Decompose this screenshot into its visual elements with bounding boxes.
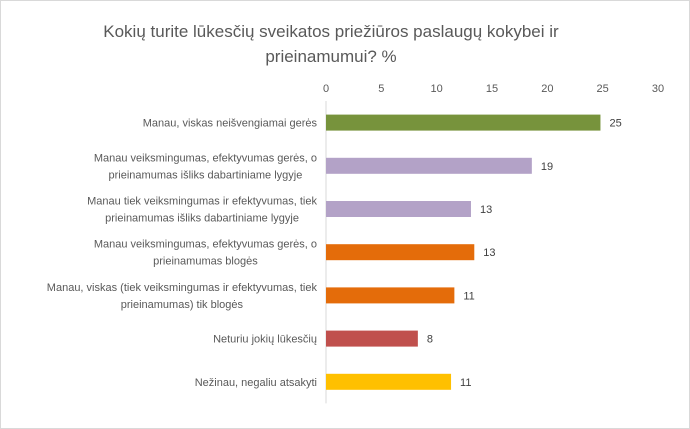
category-label: Nežinau, negaliu atsakyti (195, 377, 317, 389)
x-tick-label: 20 (541, 83, 553, 95)
category-label: Manau, viskas neišvengiamai gerės (143, 118, 318, 130)
category-label-line: prieinamumas išliks dabartiniame lygyje (105, 213, 299, 225)
data-label: 11 (460, 377, 471, 389)
category-label-line: prieinamumas blogės (153, 256, 258, 268)
bar (326, 287, 455, 304)
data-label: 13 (483, 247, 495, 259)
category-label-line: Manau veiksmingumas, efektyvumas gerės, … (94, 152, 317, 164)
category-label: Manau veiksmingumas, efektyvumas gerės, … (94, 239, 317, 268)
data-label: 19 (541, 161, 553, 173)
bar (326, 330, 418, 347)
category-label-line: Nežinau, negaliu atsakyti (195, 377, 317, 389)
x-tick-label: 5 (378, 83, 384, 95)
data-label: 8 (427, 334, 433, 346)
category-label-line: Manau veiksmingumas, efektyvumas gerės, … (94, 239, 317, 251)
x-tick-label: 15 (486, 83, 498, 95)
x-tick-label: 0 (323, 83, 329, 95)
x-tick-label: 25 (597, 83, 609, 95)
category-label: Manau veiksmingumas, efektyvumas gerės, … (94, 152, 317, 181)
data-label: 11 (463, 290, 474, 302)
x-tick-label: 10 (431, 83, 443, 95)
category-label-line: prieinamumas) tik blogės (121, 299, 244, 311)
x-tick-label: 30 (652, 83, 664, 95)
bar (326, 201, 471, 217)
bar (326, 114, 601, 131)
bar (326, 244, 475, 261)
category-label-line: Manau, viskas (tiek veiksmingumas ir efe… (47, 282, 318, 294)
data-label: 25 (609, 118, 621, 130)
category-label: Manau tiek veiksmingumas ir efektyvumas,… (87, 196, 317, 225)
category-label-line: Manau tiek veiksmingumas ir efektyvumas,… (87, 196, 317, 208)
category-label: Manau, viskas (tiek veiksmingumas ir efe… (47, 282, 318, 311)
data-label: 13 (480, 204, 492, 216)
category-label-line: prieinamumas išliks dabartiniame lygyje (109, 169, 303, 181)
category-label-line: Neturiu jokių lūkesčių (213, 334, 317, 346)
category-label: Neturiu jokių lūkesčių (213, 334, 317, 346)
category-label-line: Manau, viskas neišvengiamai gerės (143, 118, 318, 130)
bar (326, 373, 452, 390)
bar (326, 157, 532, 174)
chart-title: Kokių turite lūkesčių sveikatos priežiūr… (103, 22, 559, 66)
